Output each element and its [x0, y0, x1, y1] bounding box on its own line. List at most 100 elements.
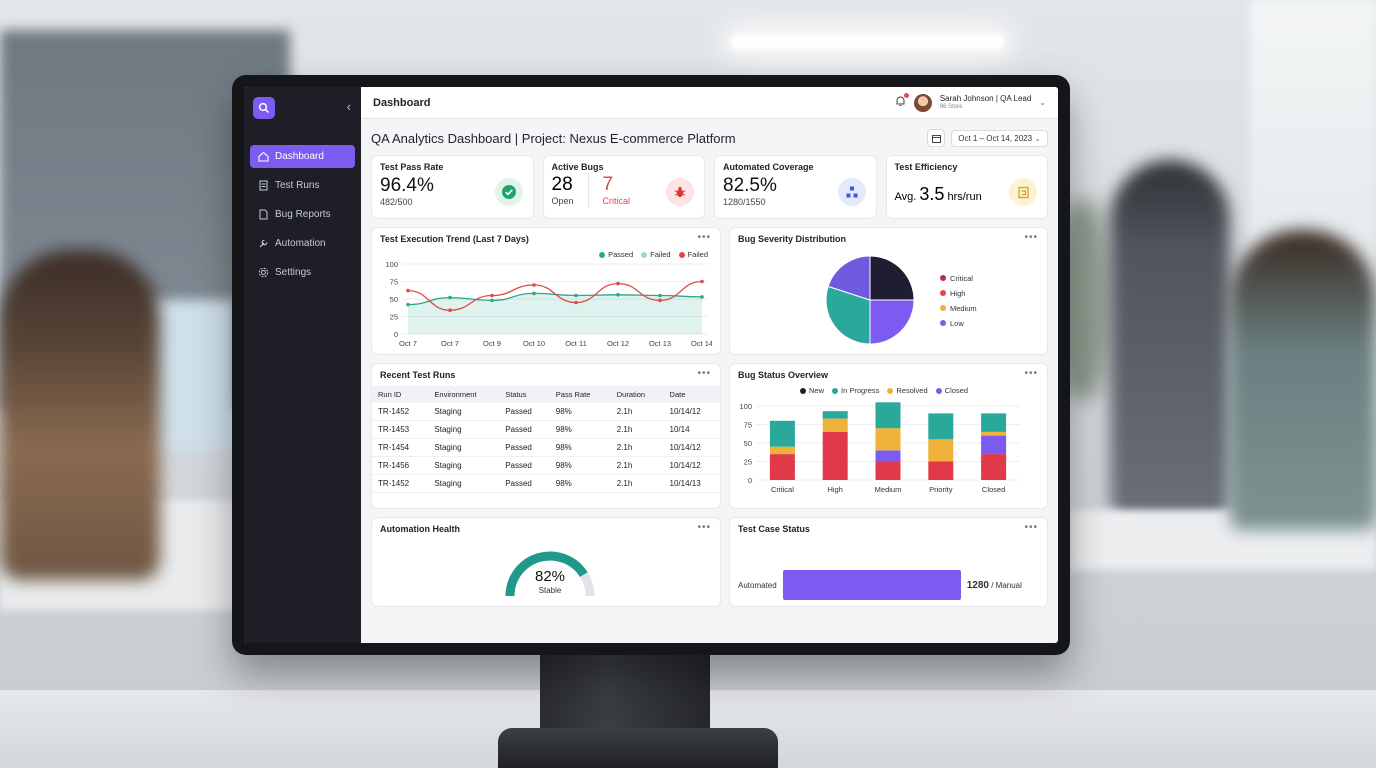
sidebar-item-dashboard[interactable]: Dashboard	[250, 145, 355, 168]
x-tick-label: Oct 12	[607, 339, 629, 348]
data-point	[700, 279, 704, 284]
column-header[interactable]: Date	[663, 386, 720, 403]
x-tick-label: Critical	[771, 485, 794, 494]
topbar-title: Dashboard	[373, 96, 431, 109]
wrench-icon	[257, 238, 269, 250]
table-header-row: Run ID Environment Status Pass Rate Dura…	[372, 386, 720, 403]
efficiency-value: Avg. 3.5 hrs/run	[895, 184, 1040, 205]
area-fill	[408, 293, 702, 334]
kpi-test-efficiency: Test Efficiency Avg. 3.5 hrs/run	[885, 155, 1048, 219]
automation-health-panel: Automation Health ••• 82% Stable	[371, 517, 721, 607]
duration: 2.1h	[610, 438, 664, 457]
pie-slice-critical	[869, 255, 915, 301]
bar-segment	[822, 418, 848, 432]
sidebar-item-test-runs[interactable]: Test Runs	[250, 174, 355, 197]
collapse-sidebar-icon[interactable]: ‹	[346, 99, 351, 114]
gauge-value: 82%	[534, 568, 566, 585]
environment: Staging	[428, 403, 500, 421]
recent-runs-panel: Recent Test Runs ••• Run ID Environment …	[371, 363, 721, 509]
open-bugs: 28 Open	[552, 174, 574, 206]
bell-icon[interactable]	[895, 93, 909, 110]
y-tick-label: 50	[390, 295, 398, 304]
critical-bugs: 7 Critical	[603, 174, 631, 206]
monitor-base	[498, 728, 778, 768]
more-icon[interactable]: •••	[697, 522, 711, 533]
bar-segment	[981, 454, 1007, 480]
user-menu[interactable]: Sarah Johnson | QA Lead 96 Store ⌄	[895, 93, 1046, 112]
legend-closed: Closed	[935, 386, 968, 395]
data-point	[616, 293, 620, 297]
more-icon[interactable]: •••	[697, 232, 711, 243]
hierarchy-icon	[837, 178, 866, 206]
sidebar-nav: Dashboard Test Runs Bug Reports	[250, 145, 355, 284]
table-row[interactable]: TR-1452 Staging Passed 98% 2.1h 10/14/12	[372, 403, 720, 421]
data-point	[532, 283, 536, 287]
panel-title: Test Case Status	[738, 524, 810, 534]
automated-bar	[782, 570, 961, 600]
table-row[interactable]: TR-1453 Staging Passed 98% 2.1h 10/14	[372, 420, 720, 439]
severity-pie-chart	[825, 255, 915, 345]
panel-title: Bug Severity Distribution	[738, 234, 847, 244]
bug-icon	[666, 178, 694, 206]
x-tick-label: Oct 7	[399, 339, 417, 348]
column-header[interactable]: Run ID	[372, 386, 429, 403]
sidebar-item-bug-reports[interactable]: Bug Reports	[250, 203, 355, 226]
more-icon[interactable]: •••	[1024, 522, 1038, 533]
kpi-value: 96.4%	[380, 175, 434, 196]
sidebar-item-label: Automation	[275, 238, 326, 249]
table-row[interactable]: TR-1454 Staging Passed 98% 2.1h 10/14/12	[372, 438, 720, 457]
file-icon	[257, 209, 269, 221]
table-row[interactable]: TR-1456 Staging Passed 98% 2.1h 10/14/12	[372, 456, 720, 475]
calendar-icon[interactable]	[927, 129, 946, 147]
search-icon[interactable]	[253, 97, 275, 119]
sidebar-item-automation[interactable]: Automation	[250, 232, 355, 255]
bar-segment	[769, 446, 795, 455]
sidebar-item-label: Bug Reports	[275, 209, 331, 220]
pie-slice-high	[869, 299, 915, 345]
x-tick-label: Priority	[929, 485, 953, 494]
chevron-down-icon[interactable]: ⌄	[1039, 98, 1046, 107]
data-point	[406, 288, 410, 293]
column-header[interactable]: Status	[499, 386, 550, 403]
pass-rate: 98%	[549, 420, 611, 439]
more-icon[interactable]: •••	[1024, 232, 1038, 243]
kpi-pass-rate: Test Pass Rate 96.4% 482/500	[371, 155, 534, 219]
panel-title: Automation Health	[380, 524, 460, 534]
series-line	[407, 280, 703, 311]
avatar[interactable]	[913, 93, 932, 112]
data-point	[658, 293, 662, 298]
topbar: Dashboard Sarah Johnson | QA Lead 96 Sto…	[361, 87, 1058, 119]
more-icon[interactable]: •••	[697, 368, 711, 379]
severity-panel: Bug Severity Distribution ••• Critical H…	[729, 227, 1048, 355]
notification-dot	[903, 93, 909, 98]
sidebar-item-settings[interactable]: Settings	[250, 261, 355, 284]
table-row[interactable]: TR-1452 Staging Passed 98% 2.1h 10/14/13	[372, 474, 720, 493]
x-tick-label: Oct 7	[441, 339, 459, 348]
pie-slice-low	[827, 255, 871, 301]
column-header[interactable]: Duration	[610, 386, 664, 403]
date-range-select[interactable]: Oct 1 – Oct 14, 2023 ⌄	[951, 129, 1048, 147]
more-icon[interactable]: •••	[1024, 368, 1038, 379]
pass-rate: 98%	[549, 438, 611, 457]
open-bugs-label: Open	[551, 196, 574, 206]
x-tick-label: Oct 9	[483, 339, 501, 348]
bar-segment	[769, 454, 795, 480]
clipboard-icon	[1009, 178, 1037, 206]
column-header[interactable]: Pass Rate	[549, 386, 611, 403]
gauge-label: Stable	[538, 586, 562, 595]
column-header[interactable]: Environment	[428, 386, 500, 403]
bar-value: 1280 / Manual	[966, 579, 1022, 591]
y-tick-label: 0	[748, 476, 752, 485]
automated-bar-row: Automated 1280 / Manual	[738, 570, 1039, 600]
data-point	[490, 298, 494, 303]
bar-segment	[769, 420, 795, 447]
user-name: Sarah Johnson | QA Lead	[939, 94, 1032, 104]
date: 10/14/12	[663, 438, 720, 457]
y-tick-label: 100	[739, 402, 752, 411]
legend-failed: Failed	[641, 250, 671, 259]
x-tick-label: Oct 11	[565, 339, 587, 348]
check-circle-icon	[494, 178, 523, 206]
environment: Staging	[428, 420, 500, 439]
page-header: QA Analytics Dashboard | Project: Nexus …	[371, 129, 1048, 147]
